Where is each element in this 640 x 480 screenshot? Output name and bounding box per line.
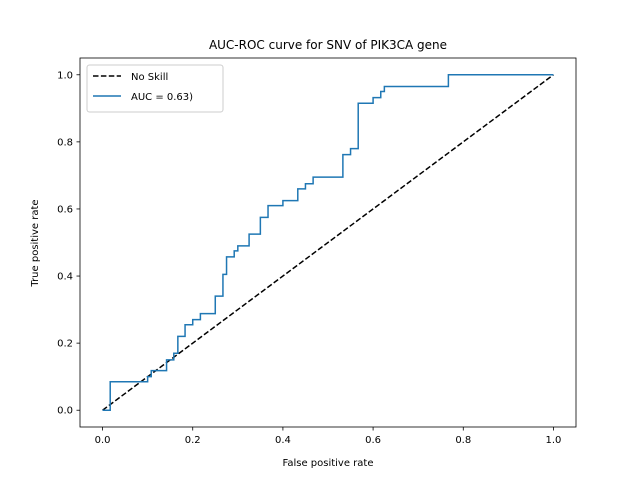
x-tick-label: 0.2 [185,435,201,446]
chart-title: AUC-ROC curve for SNV of PIK3CA gene [209,38,447,52]
y-tick-label: 0.2 [57,339,73,350]
x-tick-label: 1.0 [546,435,562,446]
y-tick-label: 0.8 [57,137,73,148]
x-tick-label: 0.8 [455,435,471,446]
y-tick-label: 0.0 [57,406,73,417]
x-tick-label: 0.0 [95,435,111,446]
legend-no-skill-label: No Skill [131,72,168,83]
y-axis-label: True positive rate [30,199,41,287]
y-tick-label: 0.6 [57,204,73,215]
x-tick-label: 0.6 [365,435,381,446]
no-skill-line [102,74,554,411]
x-axis-label: False positive rate [283,458,374,469]
plot-area: 0.0 0.2 0.4 0.6 0.8 1.0 0.0 0.2 0.4 0.6 0.8 1.0 No S… [57,57,577,446]
axes-frame [79,57,577,428]
roc-curve-line [102,74,554,411]
x-tick-label: 0.4 [275,435,291,446]
legend-auc-label: AUC = 0.63) [131,92,193,103]
y-tick-label: 1.0 [57,70,73,81]
y-tick-label: 0.4 [57,272,73,283]
